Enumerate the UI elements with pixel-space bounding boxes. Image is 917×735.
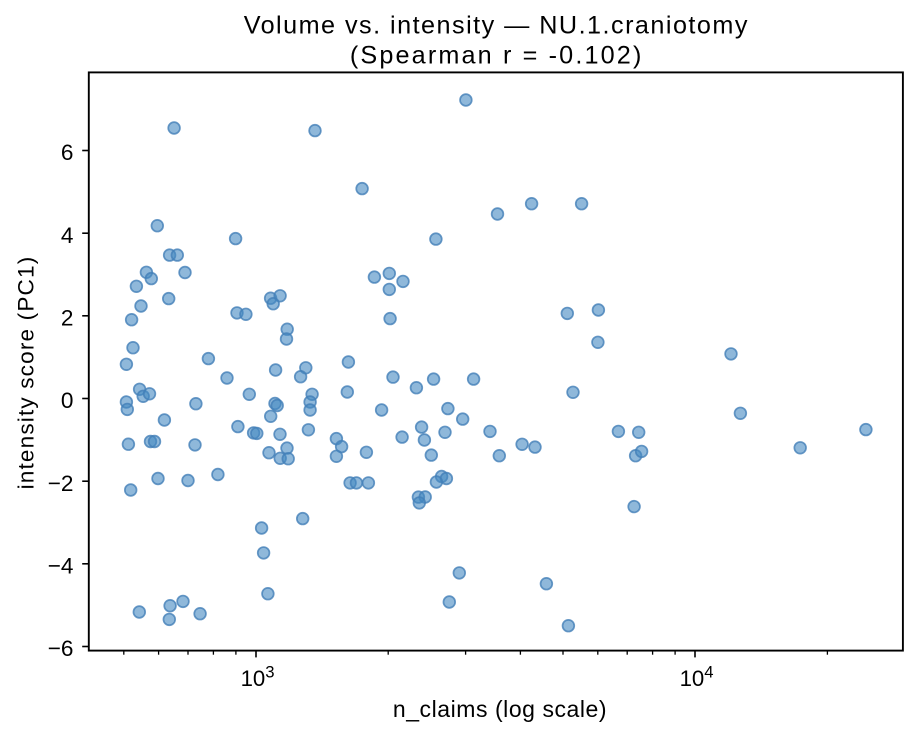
svg-text:−2: −2: [48, 471, 74, 496]
svg-text:0: 0: [61, 388, 74, 413]
svg-text:−4: −4: [48, 554, 74, 579]
svg-text:104: 104: [680, 662, 714, 690]
svg-text:(Spearman r = -0.102): (Spearman r = -0.102): [350, 42, 644, 70]
svg-text:n_claims (log scale): n_claims (log scale): [393, 696, 607, 722]
svg-text:2: 2: [61, 306, 74, 331]
svg-text:4: 4: [61, 223, 74, 248]
svg-text:6: 6: [61, 140, 74, 165]
svg-text:Volume vs. intensity — NU.1.cr: Volume vs. intensity — NU.1.craniotomy: [244, 12, 749, 40]
svg-text:intensity score (PC1): intensity score (PC1): [14, 256, 39, 490]
svg-text:−6: −6: [48, 636, 74, 661]
svg-text:103: 103: [241, 662, 275, 690]
